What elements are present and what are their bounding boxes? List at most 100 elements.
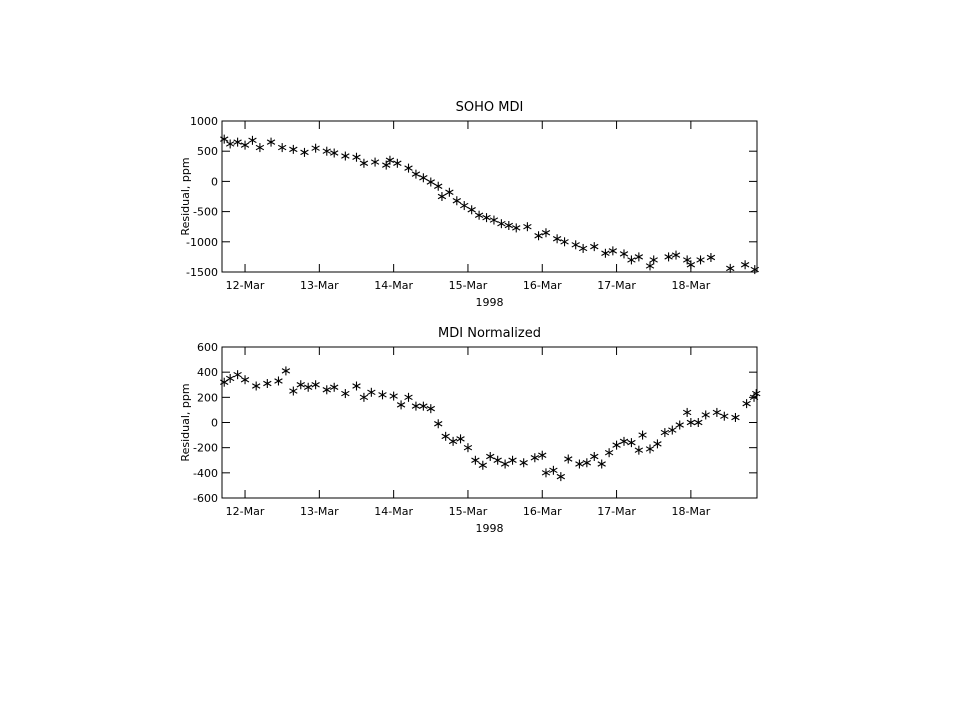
asterisk-stroke (426, 179, 435, 185)
asterisk-stroke (649, 257, 658, 263)
y-tick-label: 400 (197, 366, 218, 379)
asterisk-marker (608, 246, 618, 256)
asterisk-stroke (612, 442, 621, 448)
asterisk-marker (266, 137, 276, 147)
asterisk-stroke (471, 457, 480, 463)
chart-title: MDI Normalized (438, 326, 541, 341)
asterisk-stroke (682, 409, 692, 416)
asterisk-stroke (575, 461, 584, 467)
asterisk-marker (634, 445, 644, 455)
asterisk-stroke (456, 436, 465, 442)
asterisk-stroke (352, 383, 361, 389)
asterisk-stroke (489, 217, 499, 223)
asterisk-marker (248, 135, 257, 145)
asterisk-stroke (560, 239, 569, 245)
asterisk-marker (393, 158, 402, 168)
asterisk-stroke (411, 171, 421, 177)
asterisk-marker (426, 177, 435, 187)
asterisk-stroke (233, 139, 242, 145)
asterisk-stroke (530, 455, 540, 461)
asterisk-marker (448, 436, 458, 446)
asterisk-stroke (653, 441, 662, 447)
asterisk-stroke (627, 257, 636, 263)
asterisk-marker (706, 253, 716, 263)
x-tick-label: 12-Mar (226, 505, 265, 518)
asterisk-stroke (281, 368, 291, 374)
x-tick-label: 13-Mar (300, 505, 339, 518)
asterisk-stroke (304, 384, 313, 390)
asterisk-stroke (604, 449, 614, 456)
asterisk-marker (682, 407, 692, 417)
asterisk-marker (359, 158, 369, 168)
asterisk-marker (538, 450, 547, 460)
asterisk-stroke (274, 378, 283, 384)
asterisk-marker (726, 263, 735, 273)
x-axis-label: 1998 (476, 522, 504, 535)
asterisk-stroke (664, 254, 673, 260)
asterisk-marker (534, 231, 543, 241)
asterisk-stroke (564, 456, 573, 462)
asterisk-marker (627, 438, 636, 448)
x-tick-label: 16-Mar (523, 505, 562, 518)
asterisk-marker (541, 468, 551, 478)
asterisk-marker (296, 380, 305, 390)
y-axis-label: Residual, ppm (179, 383, 192, 461)
asterisk-stroke (296, 382, 305, 388)
y-tick-label: 0 (211, 417, 218, 430)
asterisk-marker (482, 213, 491, 223)
asterisk-marker (530, 453, 540, 463)
asterisk-stroke (463, 444, 473, 451)
asterisk-marker (378, 390, 387, 400)
asterisk-stroke (393, 160, 402, 167)
y-tick-label: 0 (211, 175, 218, 188)
asterisk-marker (419, 173, 428, 183)
x-axis-label: 1998 (476, 296, 504, 309)
asterisk-marker (701, 410, 710, 420)
asterisk-marker (240, 375, 250, 385)
asterisk-stroke (634, 447, 644, 453)
asterisk-marker (686, 260, 696, 270)
asterisk-marker (474, 210, 484, 220)
asterisk-stroke (701, 412, 710, 418)
asterisk-stroke (460, 202, 469, 209)
asterisk-stroke (330, 150, 339, 156)
asterisk-stroke (467, 207, 476, 213)
asterisk-stroke (370, 159, 380, 165)
asterisk-marker (277, 143, 287, 153)
asterisk-marker (367, 387, 376, 397)
asterisk-stroke (382, 162, 391, 168)
asterisk-stroke (534, 233, 543, 239)
x-tick-label: 12-Mar (226, 279, 265, 292)
asterisk-marker (486, 451, 495, 461)
asterisk-stroke (220, 136, 229, 142)
asterisk-marker (471, 455, 480, 465)
asterisk-stroke (419, 403, 428, 409)
asterisk-stroke (441, 433, 450, 440)
asterisk-marker (396, 400, 406, 410)
asterisk-marker (341, 389, 350, 399)
asterisk-marker (233, 137, 242, 147)
asterisk-marker (523, 222, 532, 232)
x-tick-label: 17-Mar (597, 505, 636, 518)
asterisk-marker (240, 140, 250, 150)
asterisk-marker (671, 250, 681, 260)
asterisk-marker (419, 401, 428, 411)
asterisk-stroke (590, 453, 599, 460)
asterisk-marker (560, 237, 569, 247)
asterisk-stroke (686, 262, 696, 268)
asterisk-marker (493, 455, 502, 465)
asterisk-marker (512, 223, 521, 233)
asterisk-stroke (389, 393, 398, 399)
asterisk-stroke (474, 212, 484, 218)
asterisk-marker (434, 419, 443, 429)
asterisk-stroke (752, 390, 761, 397)
asterisk-marker (411, 169, 421, 179)
asterisk-stroke (706, 254, 716, 261)
asterisk-stroke (378, 392, 387, 398)
asterisk-marker (686, 418, 696, 427)
asterisk-stroke (720, 413, 729, 419)
asterisk-marker (634, 252, 644, 262)
asterisk-stroke (582, 460, 592, 466)
asterisk-stroke (645, 446, 655, 452)
asterisk-marker (519, 458, 528, 468)
